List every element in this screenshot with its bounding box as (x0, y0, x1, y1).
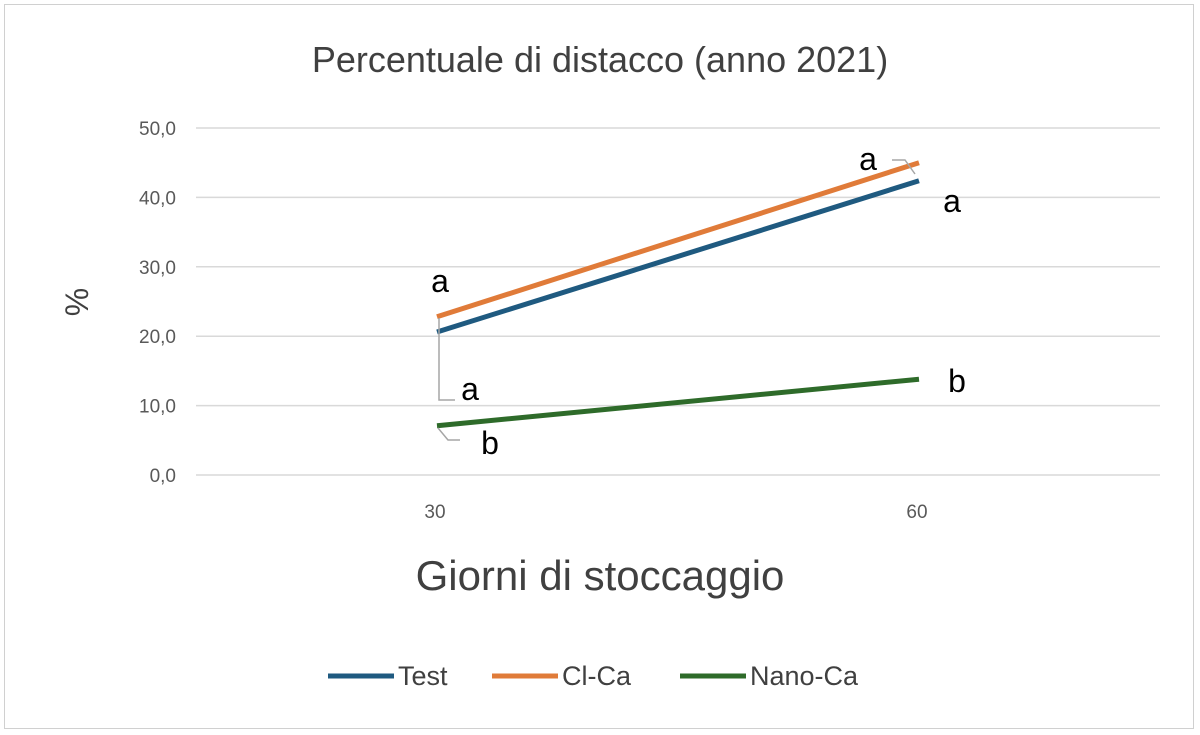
data-label: b (481, 425, 499, 461)
data-label: a (461, 371, 479, 407)
y-tick-label: 40,0 (139, 188, 176, 209)
leader-line (437, 427, 460, 441)
y-tick-label: 50,0 (139, 119, 176, 140)
y-tick-label: 0,0 (150, 466, 176, 487)
series-line-nano-ca (436, 376, 920, 429)
leader-line (892, 159, 916, 175)
y-tick-label: 20,0 (139, 327, 176, 348)
legend-label: Cl-Ca (562, 661, 632, 691)
data-label: a (431, 263, 449, 299)
y-tick-label: 10,0 (139, 397, 176, 418)
data-label: b (948, 363, 966, 399)
y-axis-label: % (59, 288, 95, 316)
data-label: a (943, 183, 961, 219)
y-tick-label: 30,0 (139, 258, 176, 279)
chart-frame (4, 4, 1194, 729)
series-line-test (436, 178, 920, 335)
leader-line (438, 318, 455, 401)
legend-label: Nano-Ca (750, 661, 859, 691)
legend-label: Test (398, 661, 448, 691)
data-label: a (859, 141, 877, 177)
chart-title: Percentuale di distacco (anno 2021) (312, 39, 888, 80)
x-tick-label: 60 (906, 502, 927, 523)
series-line-cl-ca (436, 160, 920, 320)
x-tick-label: 30 (424, 502, 445, 523)
x-axis-label: Giorni di stoccaggio (416, 552, 785, 599)
